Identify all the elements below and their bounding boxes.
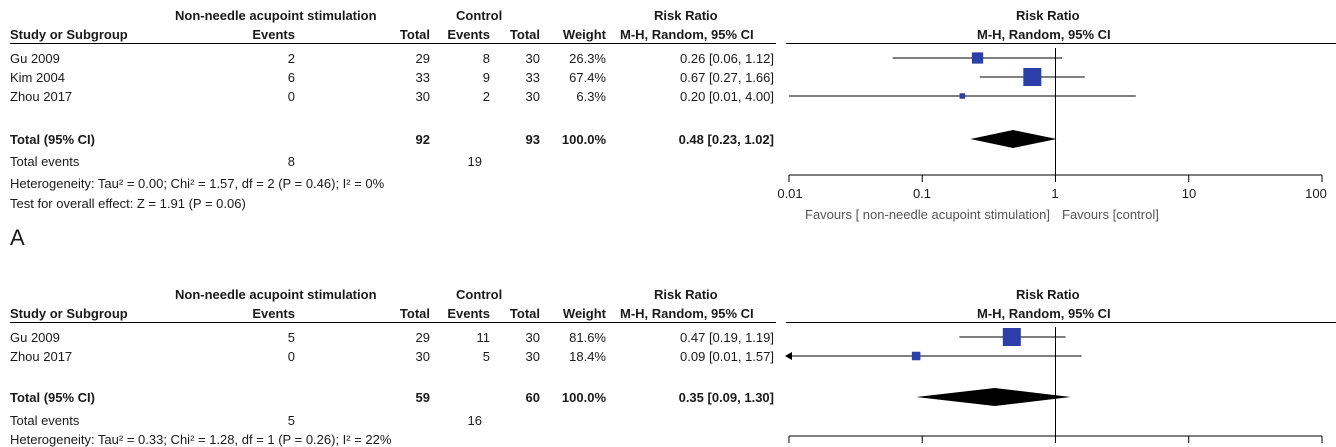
study-name: Kim 2004	[10, 70, 65, 85]
total-ctl: 93	[525, 132, 540, 147]
exp-total: 30	[415, 349, 430, 364]
heterogeneity-text: Heterogeneity: Tau² = 0.33; Chi² = 1.28,…	[10, 432, 392, 447]
ctl-events: 11	[476, 330, 491, 345]
rr-ci: 0.26 [0.06, 1.12]	[680, 51, 774, 66]
events-ctl: 19	[467, 154, 482, 169]
events-label: Total events	[10, 154, 80, 169]
point-estimate	[1023, 68, 1042, 86]
tick-label: 10	[1181, 186, 1197, 201]
rr-ci: 0.20 [0.01, 4.00]	[680, 89, 774, 104]
total-weight: 100.0%	[561, 132, 606, 147]
exp-total: 29	[415, 330, 430, 345]
tick-label: 0.01	[777, 186, 803, 201]
point-estimate	[1002, 328, 1021, 346]
group-header-control: Control	[456, 287, 503, 302]
ctl-events: 5	[482, 349, 490, 364]
weight: 6.3%	[576, 89, 606, 104]
events-exp: 5	[287, 413, 295, 428]
col-study: Study or Subgroup	[10, 306, 128, 321]
events-exp: 8	[287, 154, 295, 169]
exp-events: 2	[287, 51, 295, 66]
total-label: Total (95% CI)	[10, 132, 95, 147]
favours-left: Favours [ non-needle acupoint stimulatio…	[805, 207, 1050, 222]
group-header-control: Control	[456, 8, 503, 23]
ctl-events: 8	[482, 51, 490, 66]
ctl-total: 30	[525, 349, 540, 364]
rr-heading: Risk Ratio	[654, 8, 718, 23]
weight: 18.4%	[569, 349, 606, 364]
header-rule	[10, 322, 776, 323]
total-ci: 0.35 [0.09, 1.30]	[678, 390, 774, 405]
ctl-events: 9	[482, 70, 490, 85]
point-estimate	[959, 93, 966, 99]
total-weight: 100.0%	[561, 390, 606, 405]
tick-label: 1	[1051, 186, 1059, 201]
point-estimate	[971, 52, 984, 64]
favours-right: Favours [control]	[1062, 207, 1159, 222]
exp-events: 5	[287, 330, 295, 345]
total-ctl: 60	[525, 390, 540, 405]
study-name: Zhou 2017	[10, 349, 73, 364]
col-weight: Weight	[562, 27, 606, 42]
col-method: M-H, Random, 95% CI	[620, 27, 754, 42]
group-header-experimental: Non-needle acupoint stimulation	[175, 8, 377, 23]
pooled-diamond	[916, 388, 1071, 406]
col-events-exp: Events	[252, 27, 295, 42]
col-events-ctl: Events	[447, 27, 490, 42]
header-rule	[10, 43, 776, 44]
tick-label: 0.1	[912, 186, 932, 201]
ctl-events: 2	[482, 89, 490, 104]
weight: 67.4%	[569, 70, 606, 85]
col-total-exp: Total	[399, 306, 430, 321]
col-total-ctl: Total	[509, 306, 540, 321]
total-exp: 59	[415, 390, 430, 405]
total-label: Total (95% CI)	[10, 390, 95, 405]
ctl-total: 33	[525, 70, 540, 85]
col-total-ctl: Total	[509, 27, 540, 42]
rr-ci: 0.67 [0.27, 1.66]	[680, 70, 774, 85]
col-events-exp: Events	[252, 306, 295, 321]
events-label: Total events	[10, 413, 80, 428]
col-events-ctl: Events	[447, 306, 490, 321]
plot-method: M-H, Random, 95% CI	[977, 306, 1111, 321]
col-method: M-H, Random, 95% CI	[620, 306, 754, 321]
ctl-total: 30	[525, 330, 540, 345]
exp-events: 0	[287, 349, 295, 364]
group-header-experimental: Non-needle acupoint stimulation	[175, 287, 377, 302]
overall-effect-text: Test for overall effect: Z = 1.91 (P = 0…	[10, 196, 246, 211]
point-estimate	[911, 351, 921, 361]
exp-events: 6	[287, 70, 295, 85]
col-weight: Weight	[562, 306, 606, 321]
plot-header-rule	[786, 43, 1336, 44]
plot-header-rule	[786, 322, 1336, 323]
rr-ci: 0.09 [0.01, 1.57]	[680, 349, 774, 364]
total-ci: 0.48 [0.23, 1.02]	[678, 132, 774, 147]
study-name: Zhou 2017	[10, 89, 73, 104]
exp-total: 33	[415, 70, 430, 85]
col-study: Study or Subgroup	[10, 27, 128, 42]
pooled-diamond	[970, 130, 1057, 148]
rr-heading: Risk Ratio	[654, 287, 718, 302]
weight: 81.6%	[569, 330, 606, 345]
ci-arrow	[785, 352, 792, 360]
exp-events: 0	[287, 89, 295, 104]
plot-heading: Risk Ratio	[1016, 287, 1080, 302]
weight: 26.3%	[569, 51, 606, 66]
exp-total: 29	[415, 51, 430, 66]
total-exp: 92	[415, 132, 430, 147]
study-name: Gu 2009	[10, 51, 60, 66]
heterogeneity-text: Heterogeneity: Tau² = 0.00; Chi² = 1.57,…	[10, 176, 385, 191]
col-total-exp: Total	[399, 27, 430, 42]
exp-total: 30	[415, 89, 430, 104]
plot-heading: Risk Ratio	[1016, 8, 1080, 23]
panel-label: A	[10, 225, 25, 250]
study-name: Gu 2009	[10, 330, 60, 345]
plot-method: M-H, Random, 95% CI	[977, 27, 1111, 42]
events-ctl: 16	[467, 413, 482, 428]
rr-ci: 0.47 [0.19, 1.19]	[680, 330, 774, 345]
tick-label: 100	[1305, 186, 1327, 201]
ctl-total: 30	[525, 51, 540, 66]
ctl-total: 30	[525, 89, 540, 104]
